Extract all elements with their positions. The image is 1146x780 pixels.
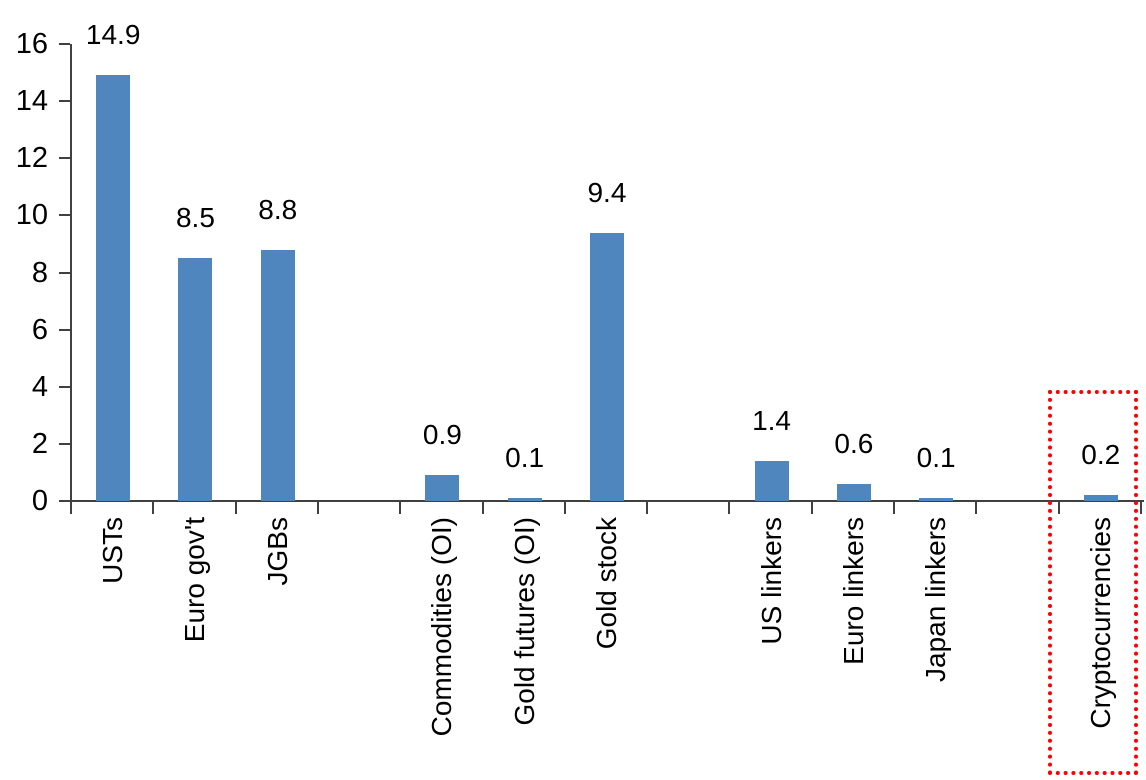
- x-axis-tick: [316, 501, 319, 514]
- category-label: Commodities (OI): [426, 517, 458, 737]
- y-tick-label: 0: [31, 485, 48, 517]
- bar: [919, 498, 954, 501]
- x-axis-tick: [728, 501, 731, 514]
- bar-value-label: 9.4: [587, 176, 627, 208]
- bar-value-label: 0.9: [422, 419, 462, 451]
- bar-value-label: 0.6: [834, 427, 874, 459]
- y-axis-tick: [59, 43, 70, 45]
- category-label: USTs: [97, 517, 129, 584]
- y-axis-tick: [59, 271, 70, 274]
- category-label: JGBs: [261, 517, 293, 586]
- x-axis-tick: [893, 501, 895, 514]
- category-label: Gold futures (OI): [508, 517, 540, 726]
- bar: [178, 258, 213, 501]
- x-axis-line: [70, 500, 1144, 502]
- y-tick-label: 14: [15, 85, 48, 118]
- y-tick-label: 10: [15, 199, 48, 232]
- bar: [96, 75, 131, 501]
- bar-value-label: 0.1: [505, 442, 545, 474]
- y-axis-tick: [59, 214, 70, 217]
- y-tick-label: 4: [31, 370, 48, 403]
- bar-value-label: 14.9: [85, 19, 141, 51]
- x-axis-tick: [1139, 501, 1142, 514]
- bar-value-label: 0.2: [1081, 439, 1121, 471]
- bar-value-label: 1.4: [752, 405, 792, 436]
- y-axis-tick: [59, 385, 70, 388]
- bar: [1083, 495, 1118, 501]
- bar-value-label: 0.1: [916, 442, 956, 474]
- bar: [425, 475, 460, 501]
- highlight-box: [1048, 390, 1139, 775]
- bar-value-label: 8.5: [175, 202, 215, 234]
- y-axis-tick: [59, 442, 70, 445]
- x-axis-tick: [399, 501, 402, 514]
- x-axis-tick: [563, 501, 566, 514]
- bar: [589, 232, 624, 501]
- category-label: Japan linkers: [920, 517, 952, 682]
- category-label: Euro linkers: [837, 517, 869, 665]
- y-tick-label: 2: [31, 427, 48, 460]
- x-axis-tick: [1057, 501, 1060, 514]
- bar: [260, 249, 295, 501]
- bar: [754, 461, 789, 501]
- x-axis-tick: [70, 501, 72, 514]
- y-axis-tick: [59, 100, 70, 103]
- y-tick-label: 16: [15, 28, 48, 60]
- x-axis-tick: [810, 501, 813, 514]
- y-tick-label: 6: [31, 313, 48, 346]
- x-axis-tick: [481, 501, 484, 514]
- bar: [836, 483, 871, 501]
- x-axis-tick: [234, 501, 237, 514]
- x-axis-tick: [646, 501, 649, 514]
- y-axis-tick: [59, 500, 70, 502]
- x-axis-tick: [975, 501, 978, 514]
- category-label: US linkers: [755, 517, 787, 645]
- x-axis-tick: [152, 501, 155, 514]
- y-tick-label: 12: [15, 142, 48, 175]
- y-axis-line: [70, 44, 72, 503]
- y-axis-tick: [59, 157, 70, 160]
- category-label: Euro gov't: [179, 517, 211, 643]
- bar-value-label: 8.8: [258, 193, 298, 225]
- category-label: Gold stock: [590, 517, 622, 650]
- y-tick-label: 8: [31, 256, 48, 289]
- bar: [507, 498, 542, 501]
- y-axis-tick: [59, 328, 70, 331]
